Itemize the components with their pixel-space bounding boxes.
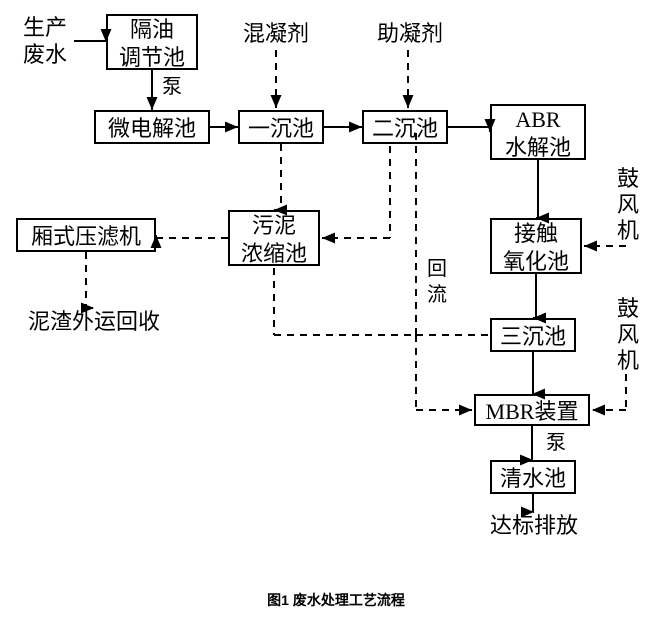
node-contactox: 接触 氧化池 <box>490 218 582 274</box>
node-blower2: 鼓 风 机 <box>614 296 642 374</box>
node-abr: ABR 水解池 <box>490 104 586 160</box>
node-aidcoag: 助凝剂 <box>370 20 450 48</box>
node-sludge: 污泥 浓缩池 <box>228 210 320 266</box>
node-cleartank: 清水池 <box>490 460 576 494</box>
node-disposal: 泥渣外运回收 <box>16 308 172 336</box>
node-mbr: MBR装置 <box>474 394 590 426</box>
node-coagulant: 混凝剂 <box>236 20 316 48</box>
node-sed1: 一沉池 <box>238 110 324 144</box>
node-filterpress: 厢式压滤机 <box>16 218 156 252</box>
node-discharge: 达标排放 <box>482 512 586 540</box>
node-oiltank: 隔油 调节池 <box>106 14 198 70</box>
figure-caption: 图1 废水处理工艺流程 <box>0 590 672 610</box>
node-microelec: 微电解池 <box>94 110 210 144</box>
node-sed2: 二沉池 <box>362 110 448 144</box>
node-blower1: 鼓 风 机 <box>614 166 642 244</box>
flowchart-stage: 生产 废水隔油 调节池泵混凝剂助凝剂微电解池一沉池二沉池ABR 水解池鼓 风 机… <box>0 0 672 634</box>
node-reflux: 回 流 <box>424 256 450 308</box>
node-sed3: 三沉池 <box>490 318 576 352</box>
node-pumpLabel1: 泵 <box>159 74 185 100</box>
node-wastewater: 生产 废水 <box>16 14 74 68</box>
node-pumpLabel2: 泵 <box>543 430 569 456</box>
